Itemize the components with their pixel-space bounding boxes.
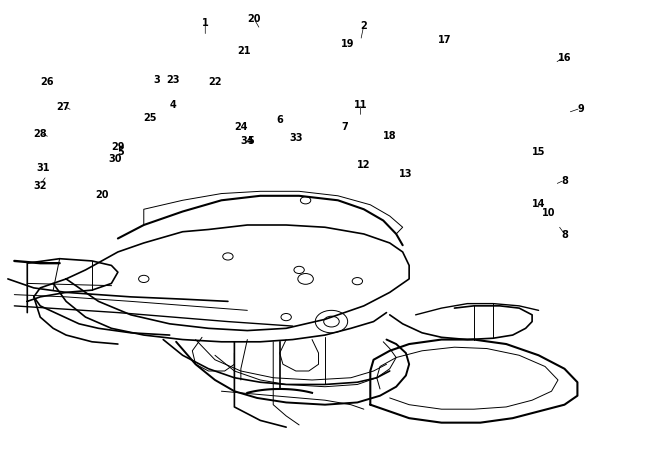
Text: 27: 27 bbox=[56, 102, 70, 112]
Text: 22: 22 bbox=[208, 77, 222, 87]
Text: 19: 19 bbox=[341, 39, 354, 49]
Text: 33: 33 bbox=[289, 133, 303, 143]
Text: 24: 24 bbox=[234, 122, 248, 132]
Text: 30: 30 bbox=[108, 153, 122, 163]
Text: 5: 5 bbox=[247, 135, 254, 145]
Text: 18: 18 bbox=[383, 131, 396, 141]
Text: 8: 8 bbox=[561, 176, 568, 186]
Text: 8: 8 bbox=[561, 230, 568, 239]
Text: 13: 13 bbox=[399, 169, 413, 179]
Text: 1: 1 bbox=[202, 18, 209, 28]
Text: 29: 29 bbox=[111, 142, 125, 152]
Text: 16: 16 bbox=[558, 52, 571, 62]
Text: 23: 23 bbox=[166, 75, 179, 85]
Text: 9: 9 bbox=[577, 104, 584, 114]
Text: 3: 3 bbox=[153, 75, 160, 85]
Text: 4: 4 bbox=[170, 100, 176, 110]
Text: 2: 2 bbox=[361, 21, 367, 31]
Text: 21: 21 bbox=[237, 46, 251, 55]
Text: 12: 12 bbox=[357, 160, 370, 170]
Text: 20: 20 bbox=[247, 14, 261, 24]
Text: 7: 7 bbox=[341, 122, 348, 132]
Text: 32: 32 bbox=[33, 180, 47, 190]
Text: 31: 31 bbox=[36, 162, 50, 172]
Text: 20: 20 bbox=[95, 189, 109, 199]
Text: 15: 15 bbox=[532, 147, 545, 156]
Text: 14: 14 bbox=[532, 198, 545, 208]
Text: 26: 26 bbox=[40, 77, 53, 87]
Text: 6: 6 bbox=[276, 115, 283, 125]
Text: 11: 11 bbox=[354, 100, 367, 110]
Text: 34: 34 bbox=[240, 135, 254, 145]
Text: 25: 25 bbox=[144, 113, 157, 123]
Text: 17: 17 bbox=[438, 34, 452, 45]
Text: 5: 5 bbox=[118, 147, 125, 156]
Text: 28: 28 bbox=[33, 129, 47, 138]
Text: 10: 10 bbox=[541, 207, 555, 217]
